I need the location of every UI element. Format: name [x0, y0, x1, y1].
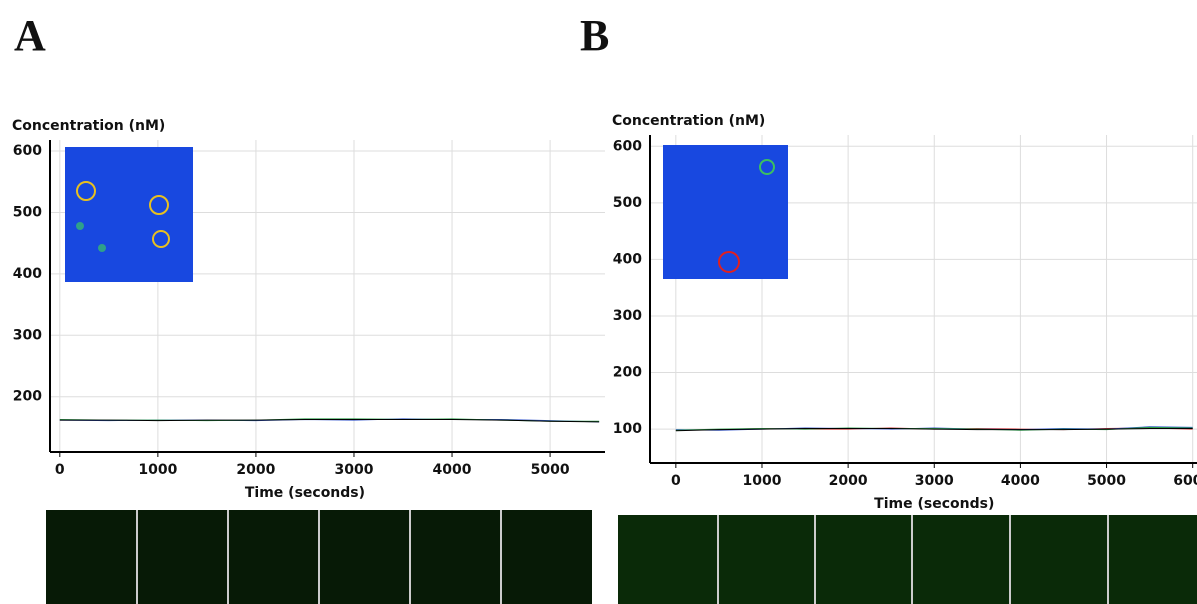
- x-tick-label: 2000: [236, 462, 275, 478]
- y-axis-title: Concentration (nM): [612, 113, 765, 129]
- inset-image-a: [65, 147, 193, 282]
- x-tick-label: 1000: [138, 462, 177, 478]
- x-axis-title: Time (seconds): [245, 485, 365, 501]
- panel-label: B: [580, 11, 609, 60]
- thumbnail-strip-b: [618, 515, 1197, 604]
- y-tick-label: 500: [13, 204, 42, 220]
- x-tick-label: 1000: [742, 473, 781, 489]
- y-tick-label: 400: [13, 266, 42, 282]
- y-tick-label: 200: [13, 389, 42, 405]
- y-tick-label: 500: [613, 195, 642, 211]
- x-tick-label: 4000: [1001, 473, 1040, 489]
- x-tick-label: 0: [55, 462, 65, 478]
- x-tick-label: 3000: [915, 473, 954, 489]
- x-tick-label: 0: [671, 473, 681, 489]
- y-tick-label: 100: [613, 421, 642, 437]
- thumbnail-strip-a: [46, 510, 592, 604]
- x-tick-label: 5000: [531, 462, 570, 478]
- y-tick-label: 300: [613, 308, 642, 324]
- x-tick-label: 4000: [433, 462, 472, 478]
- x-tick-label: 6000: [1173, 473, 1197, 489]
- y-axis-title: Concentration (nM): [12, 118, 165, 134]
- x-axis-title: Time (seconds): [874, 496, 994, 512]
- data-line: [675, 428, 1193, 432]
- y-tick-label: 300: [13, 327, 42, 343]
- data-line: [59, 418, 600, 423]
- x-tick-label: 2000: [829, 473, 868, 489]
- x-tick-label: 5000: [1087, 473, 1126, 489]
- y-tick-label: 600: [13, 143, 42, 159]
- panel-label: A: [14, 11, 46, 60]
- x-tick-label: 3000: [334, 462, 373, 478]
- data-line: [675, 426, 1193, 431]
- y-tick-label: 200: [613, 365, 642, 381]
- y-tick-label: 400: [613, 251, 642, 267]
- y-tick-label: 600: [613, 138, 642, 154]
- inset-image-b: [663, 145, 788, 279]
